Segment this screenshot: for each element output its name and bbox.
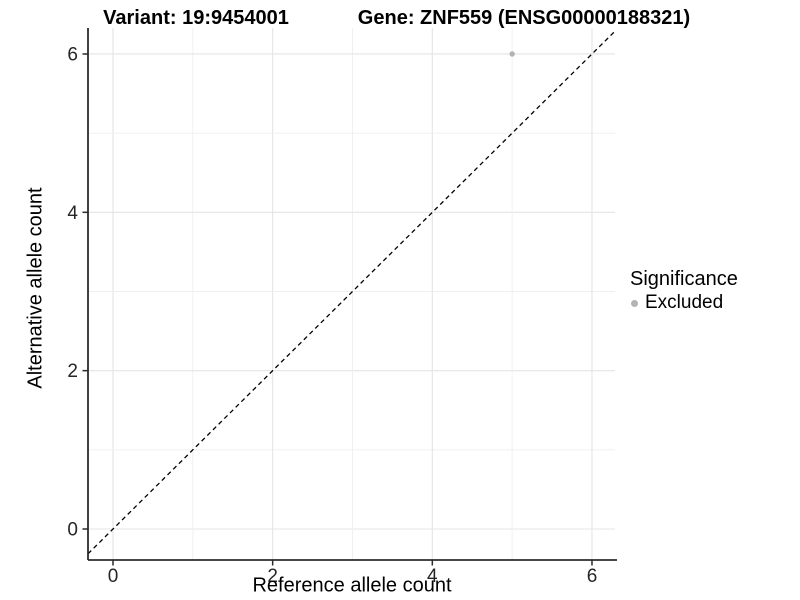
y-axis-label: Alternative allele count (24, 187, 47, 389)
identity-reference-line (87, 30, 616, 555)
plot-title-gene: Gene: ZNF559 (ENSG00000188321) (357, 7, 691, 29)
legend: Significance Excluded (630, 269, 738, 314)
legend-title: Significance (630, 268, 738, 290)
data-point (509, 51, 515, 57)
legend-key-dot (631, 299, 638, 307)
legend-item-excluded: Excluded (630, 292, 738, 314)
x-tick-label: 6 (587, 566, 598, 587)
y-tick-label: 6 (67, 44, 78, 65)
x-tick-label: 0 (108, 566, 119, 587)
x-tick-label: 4 (427, 566, 438, 587)
y-tick-label: 0 (67, 520, 78, 541)
y-tick-label: 2 (67, 361, 78, 382)
plot-title-variant: Variant: 19:9454001 (103, 7, 289, 29)
x-axis-label: Reference allele count (252, 574, 452, 597)
x-tick-label: 2 (267, 566, 278, 587)
y-tick-label: 4 (67, 203, 78, 224)
legend-item-label: Excluded (645, 292, 724, 313)
